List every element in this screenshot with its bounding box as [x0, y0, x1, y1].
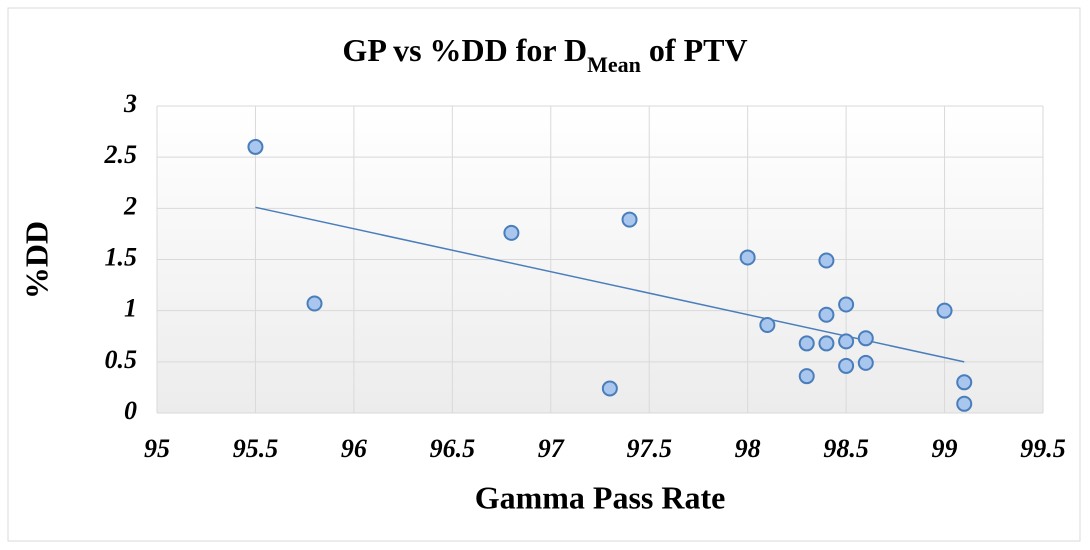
point [798, 368, 815, 385]
y-tick-label: 0.5 [105, 345, 138, 374]
point [759, 316, 776, 333]
y-tick-label: 2 [123, 191, 137, 220]
x-axis-label: Gamma Pass Rate [475, 479, 726, 515]
x-tick-label: 97 [538, 434, 565, 463]
x-tick-label: 98 [735, 434, 761, 463]
point [857, 354, 874, 371]
point [621, 211, 638, 228]
point [306, 295, 323, 312]
x-tick-label: 96 [341, 434, 367, 463]
y-tick-label: 1.5 [105, 242, 138, 271]
x-tick-label: 97.5 [626, 434, 672, 463]
x-tick-label: 95.5 [233, 434, 279, 463]
x-tick-label: 98.5 [823, 434, 869, 463]
point [956, 374, 973, 391]
title-subscript: Mean [587, 52, 641, 77]
point [503, 224, 520, 241]
point [838, 333, 855, 350]
y-tick-label: 2.5 [104, 140, 138, 169]
point [818, 252, 835, 269]
y-axis-label: %DD [18, 221, 54, 299]
title-suffix: of PTV [641, 32, 748, 68]
point [818, 335, 835, 352]
point [247, 138, 264, 155]
point [818, 306, 835, 323]
y-tick-label: 1 [124, 294, 137, 323]
x-tick-label: 95 [144, 434, 170, 463]
chart-title: GP vs %DD for DMean of PTV [342, 32, 747, 76]
x-tick-label: 99.5 [1020, 434, 1066, 463]
x-tick-label: 96.5 [430, 434, 476, 463]
point [739, 249, 756, 266]
y-tick-label: 3 [123, 89, 137, 118]
point [857, 330, 874, 347]
point [601, 380, 618, 397]
x-tick-label: 99 [932, 434, 958, 463]
point [936, 302, 953, 319]
y-tick-label: 0 [124, 396, 137, 425]
title-main: GP vs %DD for D [342, 32, 587, 68]
point [838, 357, 855, 374]
point [798, 335, 815, 352]
point [956, 395, 973, 412]
point [838, 296, 855, 313]
